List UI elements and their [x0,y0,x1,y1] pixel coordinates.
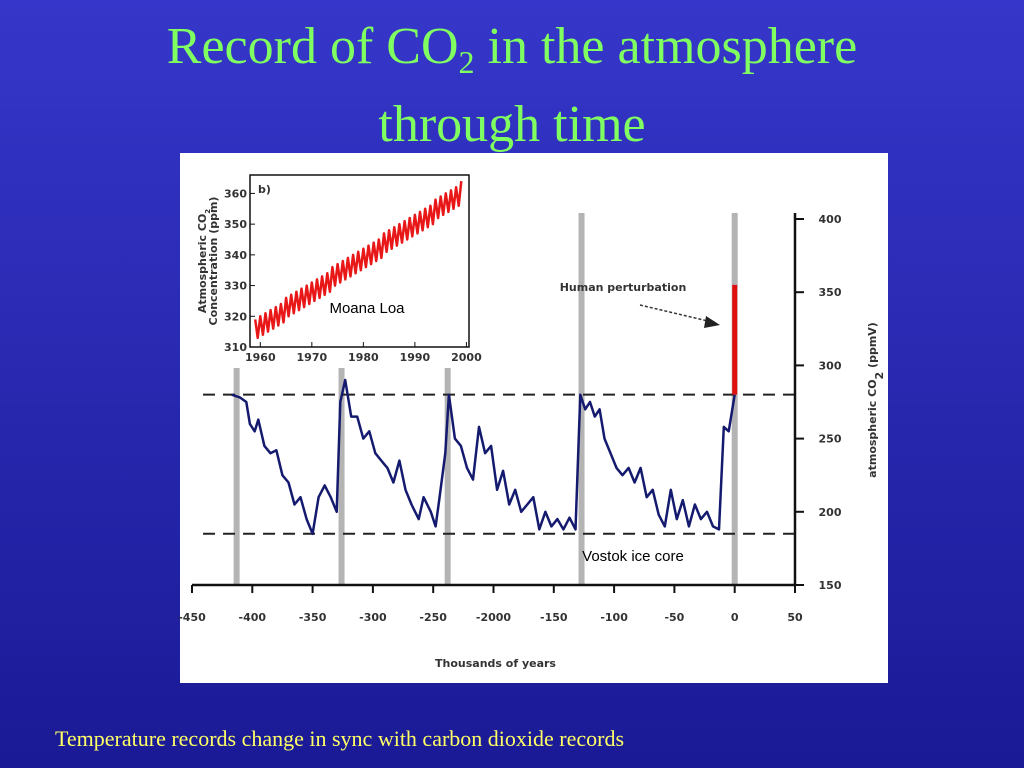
x-tick-label: -50 [664,611,684,624]
x-tick-label: -350 [299,611,327,624]
y-axis-label: atmospheric CO2 (ppmV) [866,322,886,478]
x-tick-label: -2000 [476,611,512,624]
y-tick-label: 350 [819,286,842,299]
annotation: Human perturbation [560,281,687,294]
y-axis-label-part: (ppmV) [866,322,879,372]
x-tick-label: -100 [600,611,628,624]
inset-chart: 1960 1970 1980 1990 2000 310 320 330 340 350 360 b)… [196,160,482,368]
x-tick-label: 1970 [297,351,328,364]
y-tick-label: 360 [224,187,247,200]
y-axis-label: Concentration (ppm) [207,197,220,326]
y-axis-label-part: 2 [204,209,212,214]
y-axis-label-part: 2 [873,372,886,380]
title-text: Record of CO [166,18,459,75]
x-tick-label: -300 [359,611,387,624]
x-tick-label: 50 [787,611,803,624]
y-tick-label: 200 [819,506,842,519]
y-tick-label: 350 [224,218,247,231]
y-axis-label-part: Atmospheric CO [196,214,209,313]
slide-title-line: Record of CO2 in the atmosphere [0,10,1024,84]
series-label: Vostok ice core [582,548,684,565]
inset-frame [249,174,470,348]
x-tick-label: -400 [239,611,267,624]
panel-label: b) [258,183,271,196]
y-tick-label: 320 [224,310,247,323]
y-axis-label: Atmospheric CO2 [196,209,212,313]
x-tick-label: 2000 [451,351,482,364]
title-text: in the atmosphere [474,18,858,75]
caption: Temperature records change in sync with … [55,726,625,751]
y-tick-label: 400 [819,213,842,226]
annotation-arrow [639,304,713,323]
x-tick-label: 1980 [348,351,379,364]
data-line [253,180,463,340]
inset-background [196,160,472,368]
y-tick-label: 300 [819,359,842,372]
y-tick-label: 150 [819,579,842,592]
y-tick-label: 330 [224,280,247,293]
series-label: Moana Loa [329,300,405,317]
x-tick-label: -450 [178,611,206,624]
x-tick-label: 1990 [400,351,431,364]
x-tick-label: 1960 [245,351,276,364]
x-tick-label: -150 [540,611,568,624]
title-subscript: 2 [458,44,475,80]
slide-title-line: through time [378,96,646,153]
y-tick-label: 340 [224,249,247,262]
y-tick-label: 250 [819,433,842,446]
data-line [231,378,736,536]
x-tick-label: 0 [731,611,739,624]
y-axis-label-part: atmospheric CO [866,379,879,477]
annotation-arrowhead [704,316,720,328]
y-tick-label: 310 [224,341,247,354]
main-chart: -450 -400 -350 -300 -250 -2000 -150 -100 -50 0 50 1… [178,213,886,670]
x-tick-label: -250 [419,611,447,624]
x-axis-label: Thousands of years [435,657,556,670]
